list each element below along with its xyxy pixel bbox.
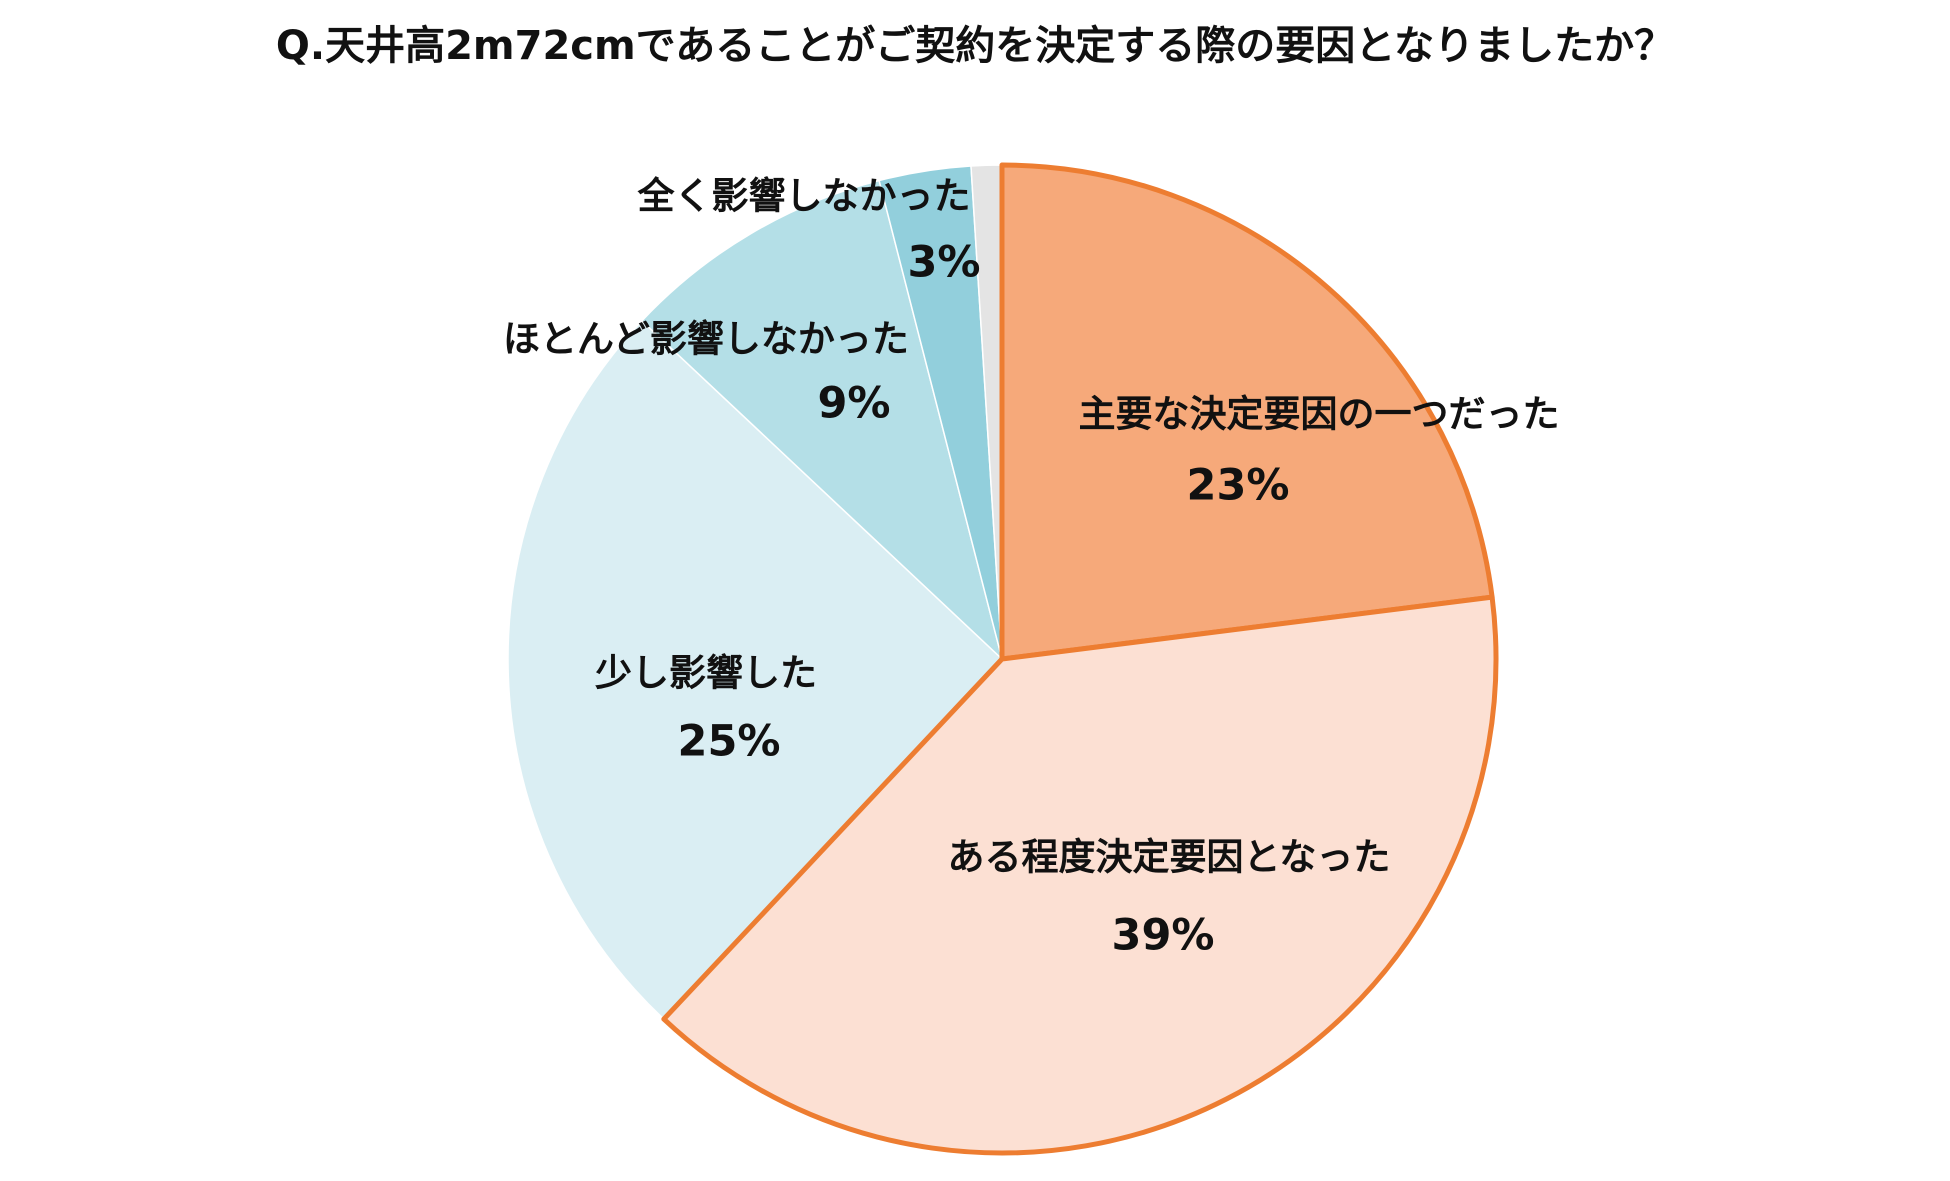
pie-slice (999, 162, 1495, 662)
slice-label: 主要な決定要因の一つだった (1079, 393, 1560, 436)
slice-label: 全く影響しなかった (637, 175, 971, 218)
value-label: 9% (817, 379, 890, 429)
pie-slice (641, 179, 1003, 660)
pie-slice (661, 594, 1499, 1156)
slice-label: 少し影響した (595, 652, 817, 695)
chart-title: Q.天井高2m72cmであることがご契約を決定する際の要因となりましたか？ (276, 23, 1674, 69)
value-label: 25% (678, 717, 781, 767)
slice-label: ほとんど影響しなかった (503, 318, 909, 361)
slice-label: ある程度決定要因となった (948, 836, 1391, 879)
value-label: 3% (907, 238, 980, 288)
value-label: 23% (1187, 461, 1290, 511)
pie-slice (507, 320, 1003, 1020)
value-label: 39% (1112, 911, 1215, 961)
